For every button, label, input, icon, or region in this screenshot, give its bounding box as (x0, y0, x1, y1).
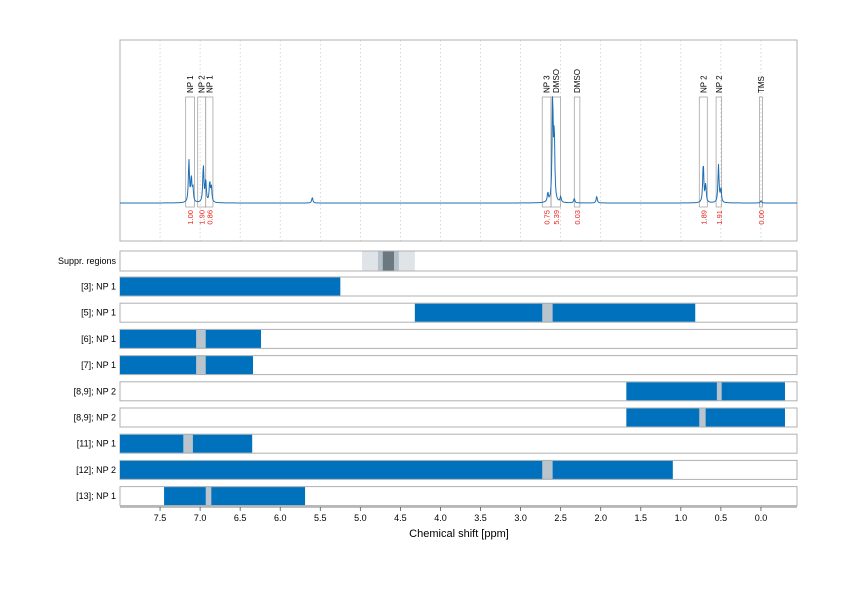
peak-group-box (205, 96, 214, 208)
range-gap (183, 434, 193, 453)
range-gap (205, 487, 212, 506)
range-row: [11]; NP 1 (77, 433, 798, 454)
range-bar (120, 460, 673, 479)
spectrum-panel-border (119, 39, 798, 242)
range-row: [8,9]; NP 2 (74, 381, 798, 402)
x-tick-label: 6.5 (234, 513, 247, 523)
range-gap (196, 356, 206, 375)
peak-group-label: TMS (757, 76, 766, 93)
suppressed-band (382, 251, 395, 271)
range-row: [7]; NP 1 (81, 355, 798, 376)
x-tick-label: 7.5 (154, 513, 167, 523)
integral-value: 1.91 (715, 210, 724, 225)
x-tick-label: 5.0 (354, 513, 367, 523)
range-row-label: [12]; NP 2 (76, 465, 116, 475)
range-row: [13]; NP 1 (76, 486, 798, 507)
range-row: [5]; NP 1 (81, 302, 798, 323)
range-row-label: [5]; NP 1 (81, 308, 116, 318)
integral-value: 1.00 (186, 210, 195, 225)
peak-group-label: NP 2 (699, 75, 708, 93)
integral-value: 0.00 (757, 210, 766, 225)
range-row-label: [8,9]; NP 2 (74, 386, 116, 396)
peak-group-box (573, 96, 581, 208)
range-rows: [3]; NP 1 [5]; NP 1 [6]; NP 1 [7]; NP 1 [8,9… (74, 276, 798, 507)
integral-value: 0.86 (205, 210, 214, 225)
spectrum-panel: NP 1 1.00 NP 2 1.90 NP 1 0.86 NP 3 0.75 DMSO 5.39… (119, 39, 798, 242)
range-gap (196, 329, 206, 348)
range-row: [6]; NP 1 (81, 328, 798, 349)
range-row-label: [3]; NP 1 (81, 282, 116, 292)
integral-value: 5.39 (552, 210, 561, 225)
range-row-label: [11]; NP 1 (77, 439, 116, 449)
range-row-label: [7]; NP 1 (81, 360, 116, 370)
range-row: [12]; NP 2 (76, 459, 798, 480)
x-tick-label: 4.0 (434, 513, 447, 523)
suppressed-regions-panel: Suppr. regions (58, 250, 798, 272)
x-tick-label: 6.0 (274, 513, 287, 523)
peak-group-label: NP 1 (205, 75, 214, 93)
range-gap (542, 460, 553, 479)
x-axis-title: Chemical shift [ppm] (409, 528, 509, 540)
integral-value: 1.90 (198, 210, 207, 225)
range-row-label: [8,9]; NP 2 (74, 413, 116, 423)
range-bar (120, 277, 341, 296)
integral-value: 1.89 (699, 210, 708, 225)
range-row: [8,9]; NP 2 (74, 407, 798, 428)
x-tick-label: 1.5 (635, 513, 648, 523)
peak-group-label: DMSO (552, 69, 561, 93)
x-tick-label: 2.0 (594, 513, 607, 523)
x-tick-label: 7.0 (194, 513, 207, 523)
peak-group-label: DMSO (573, 69, 582, 93)
x-tick-label: 3.0 (514, 513, 527, 523)
range-bar (164, 487, 306, 506)
spectrum-trace (120, 96, 797, 204)
range-row-label: [6]; NP 1 (81, 334, 116, 344)
suppressed-regions-label: Suppr. regions (58, 256, 117, 266)
peak-group-box (698, 96, 708, 208)
peak-group-box (715, 96, 723, 208)
range-bar (414, 303, 696, 322)
range-gap (716, 382, 722, 401)
range-gap (699, 408, 706, 427)
x-tick-label: 0.5 (715, 513, 728, 523)
peak-group-label: NP 2 (198, 75, 207, 93)
range-row: [3]; NP 1 (81, 276, 798, 297)
x-tick-label: 4.5 (394, 513, 407, 523)
integral-value: 0.03 (573, 210, 582, 225)
range-bar (120, 356, 253, 375)
peak-group-label: NP 1 (186, 75, 195, 93)
peak-group-label: NP 2 (715, 75, 724, 93)
range-gap (542, 303, 553, 322)
range-bar (120, 329, 262, 348)
peak-group-box (758, 96, 763, 208)
x-axis: 7.5 7.0 6.5 6.0 5.5 5.0 4.5 4.0 3.5 3.0 2.5 2.0 1.5 1… (120, 506, 797, 523)
x-tick-label: 0.0 (755, 513, 768, 523)
suppressed-regions-track (119, 250, 798, 272)
range-bar (626, 382, 785, 401)
peak-group-label: NP 3 (543, 75, 552, 93)
x-tick-label: 5.5 (314, 513, 327, 523)
x-tick-label: 2.5 (554, 513, 567, 523)
x-tick-label: 1.0 (675, 513, 688, 523)
integral-value: 0.75 (543, 210, 552, 225)
range-row-label: [13]; NP 1 (76, 491, 116, 501)
peak-group-box (185, 96, 195, 208)
x-tick-label: 3.5 (474, 513, 487, 523)
peak-group-box (550, 96, 562, 208)
